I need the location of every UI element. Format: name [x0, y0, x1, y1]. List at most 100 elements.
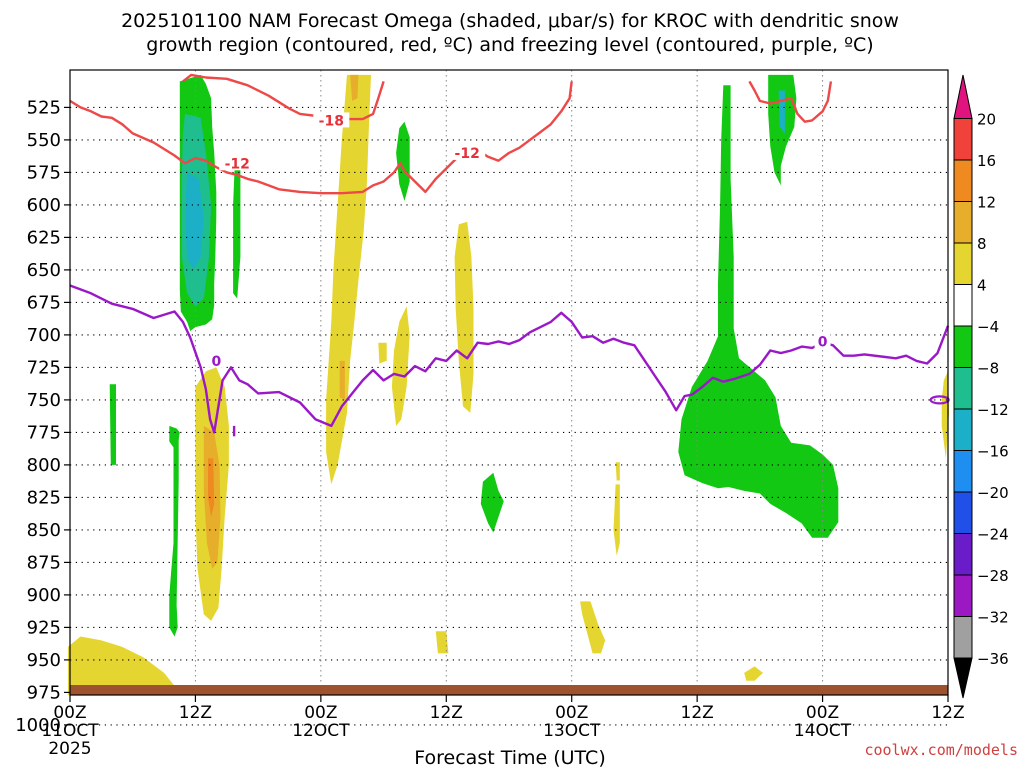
contour-label-bg-0	[313, 112, 350, 128]
colorbar-swatch-11	[953, 533, 973, 576]
colorbar-label-6: −8	[977, 360, 999, 378]
x-tick-label-0-1: 00Z	[53, 703, 86, 723]
y-tick-label-975: 975	[27, 682, 61, 703]
omega-region-yellow-j	[615, 462, 620, 481]
colorbar-label-12: −32	[977, 609, 1009, 627]
dgz-contour-minus18	[182, 73, 385, 121]
omega-region-green-f	[233, 155, 241, 299]
colorbar-swatch-9	[953, 450, 973, 493]
y-tick-label-775: 775	[27, 422, 61, 443]
y-tick-label-925: 925	[27, 617, 61, 638]
plot-area: -18 -12 -12 0 0	[67, 69, 950, 726]
colorbar-label-10: −24	[977, 526, 1009, 544]
colorbar-swatch-2	[953, 159, 973, 202]
omega-region-yellow-f	[67, 636, 175, 695]
colorbar-label-8: −16	[977, 443, 1009, 461]
x-tick-label-0-2: 11OCT	[41, 721, 99, 741]
colorbar-swatch-6	[953, 325, 973, 368]
contour-label-bg-4	[814, 333, 831, 349]
x-tick-label-24-1: 00Z	[304, 703, 337, 723]
y-tick-label-675: 675	[27, 292, 61, 313]
y-tick-label-875: 875	[27, 552, 61, 573]
colorbar-label-9: −20	[977, 484, 1009, 502]
x-tick-label-48-2: 13OCT	[543, 721, 601, 741]
colorbar-top-arrow	[953, 74, 973, 119]
colorbar-bottom-arrow	[953, 657, 973, 699]
y-tick-label-950: 950	[27, 650, 61, 671]
colorbar-swatch-4	[953, 242, 973, 285]
contour-label-3: 0	[211, 354, 221, 370]
colorbar-label-5: −4	[977, 318, 999, 336]
x-tick-label-72-1: 00Z	[806, 703, 839, 723]
omega-region-yellow-i	[613, 484, 620, 556]
omega-region-green-i	[169, 425, 180, 452]
contour-layer: -18 -12 -12 0 0	[69, 73, 950, 437]
x-tick-label-48-1: 00Z	[555, 703, 588, 723]
colorbar-label-4: 4	[977, 277, 987, 295]
omega-region-yellow-l	[744, 666, 763, 681]
grid-layer	[70, 70, 948, 726]
omega-region-green-b	[396, 121, 410, 201]
colorbar-swatch-1	[953, 118, 973, 161]
colorbar-label-2: 12	[977, 194, 996, 212]
contour-label-0: -18	[319, 113, 344, 129]
y-tick-label-575: 575	[27, 162, 61, 183]
y-tick-label-550: 550	[27, 130, 61, 151]
omega-region-yellow-m	[941, 371, 949, 459]
y-tick-label-850: 850	[27, 520, 61, 541]
omega-region-green-e	[480, 472, 504, 533]
omega-region-yellow-k	[435, 631, 449, 654]
y-tick-label-525: 525	[27, 97, 61, 118]
contour-label-bg-2	[449, 144, 486, 160]
credit-text: coolwx.com/models	[864, 741, 1018, 759]
x-axis-label: Forecast Time (UTC)	[414, 747, 605, 768]
y-tick-label-700: 700	[27, 325, 61, 346]
omega-region-orange-b	[350, 74, 359, 101]
contour-label-2: -12	[455, 146, 480, 162]
omega-shading-layer	[67, 74, 949, 695]
omega-region-yellow-a	[326, 74, 371, 485]
colorbar-swatch-12	[953, 574, 973, 617]
omega-region-yellow-e	[378, 342, 387, 364]
x-tick-label-0-3: 2025	[48, 739, 91, 759]
x-tick-label-72-2: 14OCT	[794, 721, 852, 741]
colorbar-label-11: −28	[977, 567, 1009, 585]
colorbar-label-1: 16	[977, 152, 996, 170]
plot-frame	[69, 69, 949, 696]
colorbar-label-7: −12	[977, 401, 1009, 419]
omega-region-yellow-d	[391, 306, 410, 426]
colorbar-swatch-7	[953, 367, 973, 410]
y-tick-label-625: 625	[27, 227, 61, 248]
x-tick-label-36-1: 12Z	[430, 703, 463, 723]
y-tick-label-600: 600	[27, 195, 61, 216]
colorbar-label-13: −36	[977, 650, 1009, 668]
y-tick-label-1000: 1000	[15, 715, 61, 736]
y-tick-label-900: 900	[27, 585, 61, 606]
y-tick-label-750: 750	[27, 390, 61, 411]
surface-terrain	[70, 685, 948, 695]
y-tick-label-650: 650	[27, 260, 61, 281]
x-tick-label-84-1: 12Z	[931, 703, 964, 723]
y-tick-label-725: 725	[27, 357, 61, 378]
colorbar-swatch-13	[953, 616, 973, 659]
x-tick-label-60-1: 12Z	[681, 703, 714, 723]
colorbar-swatch-8	[953, 408, 973, 451]
freezing-level-contour	[69, 284, 950, 434]
x-tick-label-24-2: 12OCT	[292, 721, 350, 741]
omega-region-green-c	[678, 85, 839, 538]
contour-label-bg-1	[219, 155, 256, 171]
y-tick-label-800: 800	[27, 455, 61, 476]
omega-region-cyan-a	[185, 172, 204, 270]
omega-region-orange-c	[339, 360, 345, 400]
omega-region-green-g	[169, 432, 179, 637]
colorbar-swatch-5	[953, 284, 973, 327]
omega-region-darkorange-a	[208, 458, 215, 517]
dgz-contour-minus12	[69, 81, 573, 195]
y-tick-label-825: 825	[27, 487, 61, 508]
contour-label-1: -12	[225, 156, 250, 172]
omega-region-green-h	[109, 384, 116, 465]
colorbar-label-0: 20	[977, 111, 996, 129]
colorbar: 20 16 12 8 4 −4 −8 −12 −16 −20 −24 −28 −32 −36	[953, 74, 1009, 699]
